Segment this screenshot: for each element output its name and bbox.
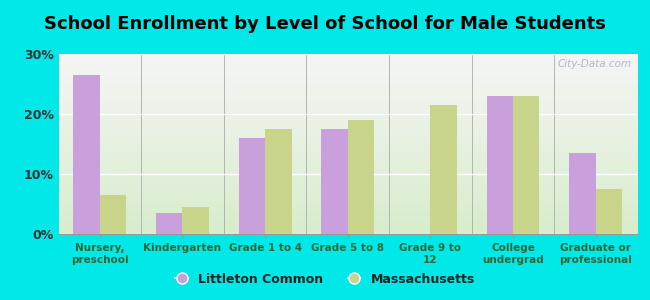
Bar: [569, 153, 595, 234]
Bar: [100, 195, 126, 234]
Text: City-Data.com: City-Data.com: [557, 59, 631, 69]
Text: School Enrollment by Level of School for Male Students: School Enrollment by Level of School for…: [44, 15, 606, 33]
Legend: Littleton Common, Massachusetts: Littleton Common, Massachusetts: [170, 268, 480, 291]
Bar: [430, 105, 457, 234]
Bar: [239, 138, 265, 234]
Bar: [348, 120, 374, 234]
Bar: [487, 96, 513, 234]
Bar: [73, 75, 100, 234]
Bar: [156, 213, 183, 234]
Bar: [595, 189, 622, 234]
Bar: [513, 96, 540, 234]
Bar: [265, 129, 292, 234]
Bar: [321, 129, 348, 234]
Bar: [183, 207, 209, 234]
